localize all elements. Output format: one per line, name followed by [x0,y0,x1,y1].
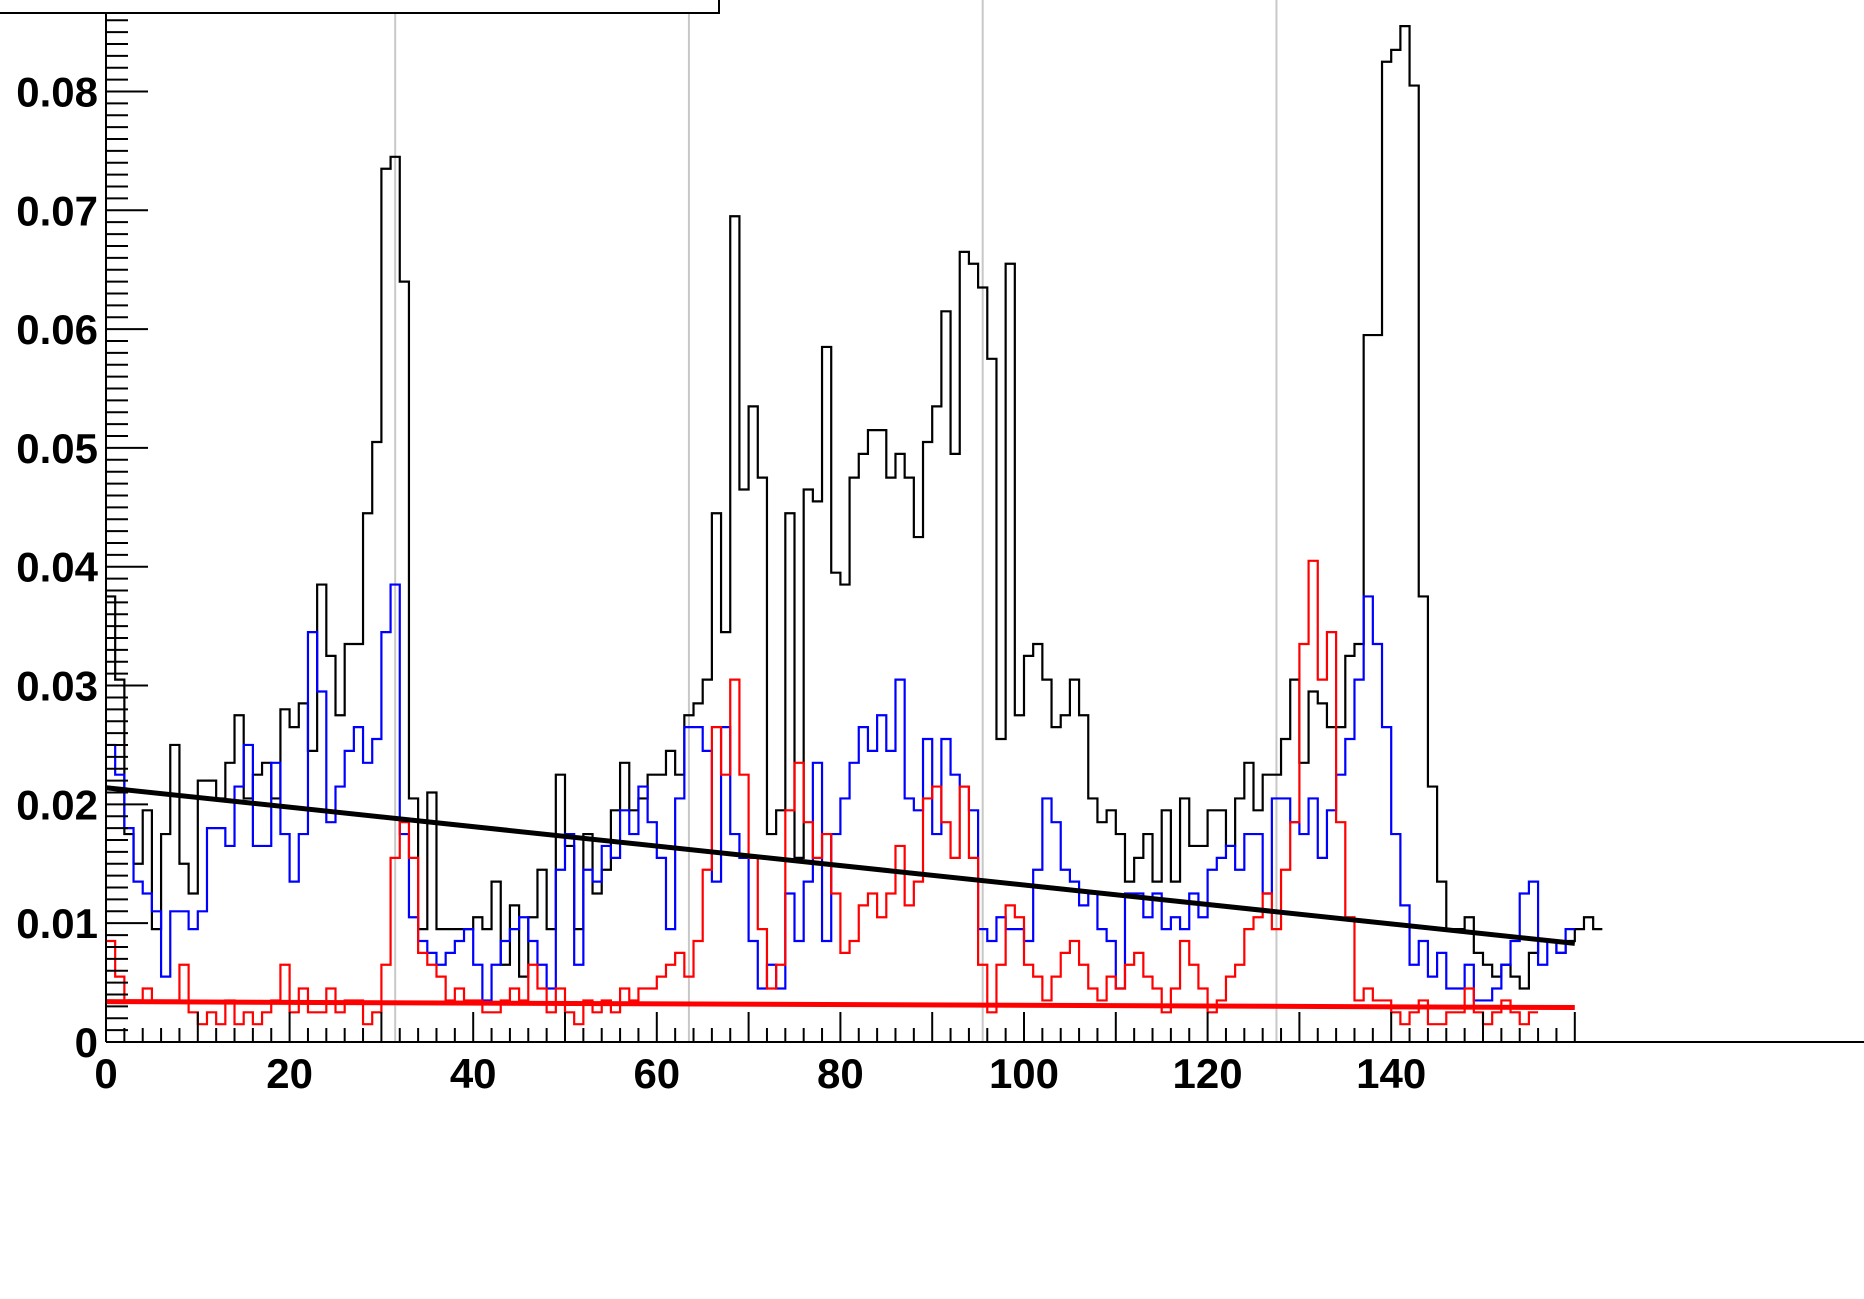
x-tick-label: 120 [1173,1050,1243,1097]
y-tick-label: 0.04 [16,544,98,591]
x-tick-label: 80 [817,1050,864,1097]
y-tick-label: 0.06 [16,306,98,353]
x-tick-label: 40 [450,1050,497,1097]
x-tick-label: 0 [94,1050,117,1097]
x-tick-label: 100 [989,1050,1059,1097]
y-tick-label: 0 [75,1019,98,1066]
series-step-0 [106,25,1603,990]
y-tick-label: 0.07 [16,187,98,234]
y-tick-label: 0.01 [16,900,98,947]
fit-line-4 [105,999,1575,1011]
y-tick-label: 0.02 [16,781,98,828]
y-tick-label: 0.03 [16,663,98,710]
x-tick-label: 20 [266,1050,313,1097]
axes [105,0,1864,1043]
y-tick-label: 0.08 [16,68,98,115]
grid-lines [394,0,1278,1042]
y-ticks: 0 0.01 0.02 0.03 0.04 0.05 0.06 0.07 0.08 [16,7,148,1066]
fit-line-3 [105,785,1576,946]
series-lines [105,25,1603,1026]
x-tick-label: 140 [1356,1050,1426,1097]
series-step-1 [106,583,1575,1002]
x-tick-label: 60 [633,1050,680,1097]
y-tick-label: 0.05 [16,425,98,472]
x-ticks: 0 20 40 60 80 100 120 140 [94,1012,1576,1097]
legend-box [0,0,720,14]
